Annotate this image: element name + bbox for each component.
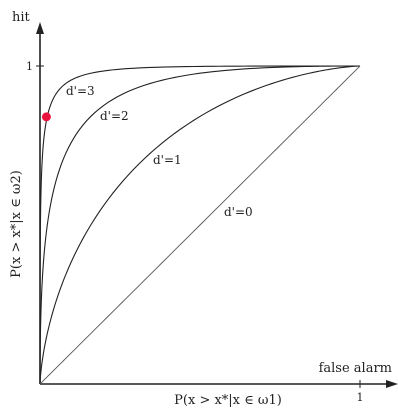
curve-label-d2: d'=2 bbox=[100, 109, 129, 123]
x-tick-label: 1 bbox=[357, 391, 364, 404]
curve-label-d1: d'=1 bbox=[153, 153, 182, 167]
curve-labels: d'=3 d'=2 d'=1 d'=0 bbox=[66, 84, 253, 219]
x-axis-arrow bbox=[386, 380, 398, 388]
roc-curve-d1 bbox=[39, 65, 360, 384]
operating-point-dot bbox=[41, 112, 51, 122]
y-tick-label: 1 bbox=[26, 60, 33, 73]
curve-label-d3: d'=3 bbox=[66, 84, 95, 98]
x-axis-title: false alarm bbox=[319, 361, 392, 376]
y-axis-formula: P(x > x*|x ∈ ω2) bbox=[9, 170, 24, 278]
ticks: 1 1 bbox=[26, 60, 364, 404]
y-axis-title: hit bbox=[12, 10, 31, 25]
curve-label-d0: d'=0 bbox=[224, 205, 253, 219]
roc-curve-d0 bbox=[39, 65, 361, 385]
roc-curves bbox=[39, 65, 361, 385]
x-axis-formula: P(x > x*|x ∈ ω1) bbox=[174, 393, 282, 408]
axes bbox=[36, 22, 398, 388]
y-axis-arrow bbox=[36, 22, 44, 34]
